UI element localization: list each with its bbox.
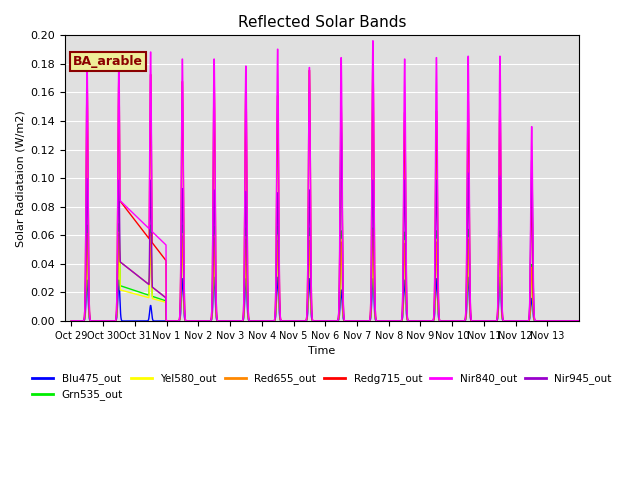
- Redg715_out: [297, 318, 305, 324]
- Blu475_out: [68, 318, 76, 324]
- Blu475_out: [543, 318, 550, 324]
- Yel580_out: [298, 318, 305, 324]
- Redg715_out: [575, 318, 583, 324]
- Nir945_out: [327, 318, 335, 324]
- Yel580_out: [115, 229, 122, 235]
- Blu475_out: [418, 318, 426, 324]
- Y-axis label: Solar Radiataion (W/m2): Solar Radiataion (W/m2): [15, 110, 25, 247]
- Nir945_out: [575, 318, 583, 324]
- Red655_out: [68, 318, 76, 324]
- Yel580_out: [543, 318, 550, 324]
- Blu475_out: [298, 318, 305, 324]
- Line: Nir840_out: Nir840_out: [72, 41, 579, 321]
- Blu475_out: [77, 318, 84, 324]
- Nir945_out: [158, 292, 166, 298]
- Red655_out: [77, 318, 84, 324]
- Line: Nir945_out: Nir945_out: [72, 130, 579, 321]
- Yel580_out: [575, 318, 583, 324]
- Grn535_out: [159, 297, 166, 302]
- Nir840_out: [68, 318, 76, 324]
- Nir945_out: [337, 127, 345, 132]
- Red655_out: [297, 318, 305, 324]
- Grn535_out: [68, 318, 76, 324]
- Blu475_out: [210, 275, 218, 280]
- Nir945_out: [297, 318, 305, 324]
- Nir840_out: [418, 318, 426, 324]
- Red655_out: [158, 292, 166, 298]
- Red655_out: [575, 318, 583, 324]
- Text: BA_arable: BA_arable: [73, 55, 143, 68]
- Red655_out: [369, 227, 376, 232]
- Line: Yel580_out: Yel580_out: [72, 232, 579, 321]
- Redg715_out: [68, 318, 76, 324]
- Red655_out: [327, 318, 335, 324]
- Nir840_out: [575, 318, 583, 324]
- Title: Reflected Solar Bands: Reflected Solar Bands: [238, 15, 406, 30]
- Line: Blu475_out: Blu475_out: [72, 277, 579, 321]
- Nir840_out: [369, 38, 376, 44]
- Redg715_out: [327, 318, 335, 324]
- Yel580_out: [77, 318, 84, 324]
- Redg715_out: [77, 318, 84, 324]
- Legend: Blu475_out, Grn535_out, Yel580_out, Red655_out, Redg715_out, Nir840_out, Nir945_: Blu475_out, Grn535_out, Yel580_out, Red6…: [28, 369, 616, 405]
- Blu475_out: [158, 318, 166, 324]
- Line: Red655_out: Red655_out: [72, 229, 579, 321]
- Nir945_out: [543, 318, 550, 324]
- Blu475_out: [328, 318, 335, 324]
- Yel580_out: [328, 318, 335, 324]
- Yel580_out: [68, 318, 76, 324]
- Line: Grn535_out: Grn535_out: [72, 224, 579, 321]
- Red655_out: [543, 318, 550, 324]
- Grn535_out: [418, 318, 426, 324]
- Grn535_out: [77, 318, 84, 324]
- Nir840_out: [327, 318, 335, 324]
- Nir840_out: [77, 318, 84, 324]
- Nir945_out: [77, 318, 84, 324]
- Grn535_out: [575, 318, 583, 324]
- Grn535_out: [298, 318, 305, 324]
- X-axis label: Time: Time: [308, 346, 336, 356]
- Grn535_out: [115, 221, 122, 227]
- Redg715_out: [369, 59, 376, 65]
- Red655_out: [418, 318, 426, 324]
- Nir945_out: [418, 318, 426, 324]
- Yel580_out: [418, 318, 426, 324]
- Nir840_out: [543, 318, 550, 324]
- Nir840_out: [158, 239, 166, 244]
- Redg715_out: [418, 318, 426, 324]
- Nir945_out: [68, 318, 76, 324]
- Grn535_out: [328, 318, 335, 324]
- Nir840_out: [297, 318, 305, 324]
- Grn535_out: [543, 318, 550, 324]
- Line: Redg715_out: Redg715_out: [72, 62, 579, 321]
- Yel580_out: [159, 299, 166, 304]
- Redg715_out: [543, 318, 550, 324]
- Redg715_out: [158, 253, 166, 259]
- Blu475_out: [575, 318, 583, 324]
